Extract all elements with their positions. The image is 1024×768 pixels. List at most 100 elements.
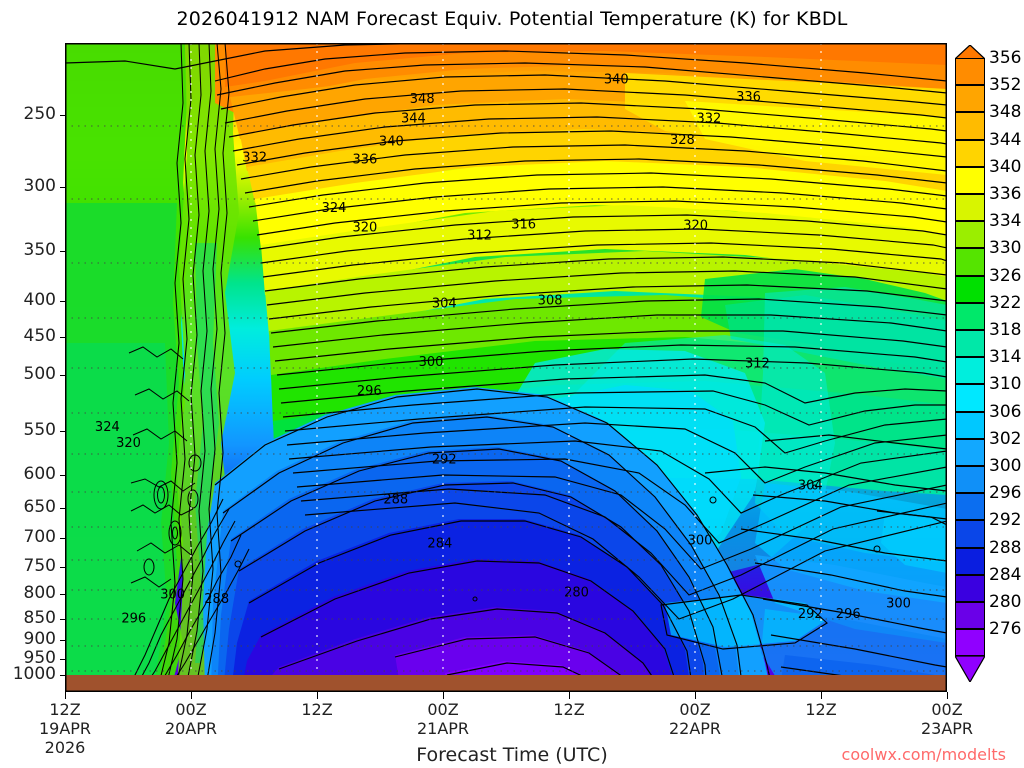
svg-text:312: 312	[467, 228, 492, 243]
x-axis-tick	[191, 692, 192, 699]
colorbar-segment-314	[955, 357, 985, 385]
contour-label-328-8: 328	[670, 133, 695, 148]
colorbar-label-302: 302	[989, 428, 1022, 449]
contour-label-344-1: 344	[401, 112, 426, 127]
colorbar-label-340: 340	[989, 156, 1022, 177]
y-axis-tick	[60, 675, 65, 676]
y-axis-tick	[60, 187, 65, 188]
colorbar-segment-288	[955, 547, 985, 575]
contour-label-332-6: 332	[242, 151, 267, 166]
colorbar-label-288: 288	[989, 537, 1022, 558]
y-axis-tick	[60, 431, 65, 432]
chart-plot-area: 348 344 340 340 336 336 332 332 328 324 320 320 316 3…	[65, 43, 947, 692]
svg-text:324: 324	[95, 420, 120, 435]
y-axis-label-350: 350	[23, 240, 56, 260]
x-label-time: 12Z	[553, 700, 585, 719]
x-label-date: 22APR	[668, 719, 722, 738]
page-title: 2026041912 NAM Forecast Equiv. Potential…	[176, 8, 848, 30]
x-axis-tick	[317, 692, 318, 699]
svg-text:300: 300	[688, 533, 713, 548]
contour-label-340-2: 340	[379, 134, 404, 149]
svg-text:336: 336	[352, 153, 377, 168]
colorbar-segment-280	[955, 602, 985, 630]
y-axis-label-300: 300	[23, 176, 56, 196]
colorbar-segment-344	[955, 139, 985, 167]
colorbar-segment-340	[955, 166, 985, 194]
colorbar-label-310: 310	[989, 374, 1022, 395]
colorbar-segment-276	[955, 629, 985, 657]
contour-label-348-0: 348	[410, 92, 435, 107]
y-axis-tick	[60, 567, 65, 568]
contour-label-336-4: 336	[352, 153, 377, 168]
colorbar-segment-322	[955, 302, 985, 330]
contour-label-324-19: 324	[95, 420, 120, 435]
svg-text:288: 288	[204, 592, 229, 607]
colorbar-label-336: 336	[989, 184, 1022, 204]
y-axis-tick	[60, 538, 65, 539]
contour-label-288-28: 288	[204, 592, 229, 607]
svg-text:328: 328	[670, 133, 695, 148]
colorbar-label-280: 280	[989, 592, 1022, 612]
svg-text:300: 300	[419, 355, 444, 370]
y-axis-label-900: 900	[23, 629, 56, 649]
colorbar-label-348: 348	[989, 102, 1022, 123]
x-label-date: 23APR	[920, 719, 974, 738]
svg-text:320: 320	[352, 221, 377, 236]
colorbar-segment-352	[955, 85, 985, 113]
svg-text:312: 312	[745, 356, 770, 371]
contour-label-300-17: 300	[419, 355, 444, 370]
colorbar-segment-356	[955, 58, 985, 86]
y-axis-label-550: 550	[23, 420, 56, 440]
svg-text:324: 324	[322, 201, 347, 216]
svg-text:292: 292	[798, 607, 823, 622]
colorbar-segment-336	[955, 194, 985, 222]
colorbar-label-296: 296	[989, 483, 1022, 504]
y-axis-label-800: 800	[23, 583, 56, 603]
x-label-time: 12Z	[49, 700, 81, 719]
x-axis-label-5: 00Z 22APR	[635, 700, 755, 738]
contour-label-316-12: 316	[511, 217, 536, 232]
y-axis-tick	[60, 594, 65, 595]
x-axis-label-7: 00Z 23APR	[887, 700, 1007, 738]
contour-label-312-13: 312	[467, 228, 492, 243]
contour-label-296-18: 296	[357, 384, 382, 399]
svg-text:300: 300	[160, 587, 185, 602]
contour-label-308-14: 308	[538, 293, 563, 308]
x-label-date: 19APR	[38, 719, 92, 738]
contour-label-280-26: 280	[564, 585, 589, 600]
colorbar-label-326: 326	[989, 265, 1022, 286]
y-axis-tick	[60, 659, 65, 660]
svg-text:332: 332	[242, 151, 267, 166]
watermark-link[interactable]: coolwx.com/modelts	[841, 745, 1006, 764]
y-axis-label-400: 400	[23, 290, 56, 310]
colorbar-segment-292	[955, 520, 985, 548]
svg-text:296: 296	[121, 611, 146, 626]
contour-label-300-32: 300	[886, 596, 911, 611]
y-axis-label-850: 850	[23, 608, 56, 628]
contour-label-292-30: 292	[798, 607, 823, 622]
colorbar: 356 352 348 344 340 336 334 330 326 322 318 314 310 3…	[953, 44, 1021, 684]
colorbar-segment-296	[955, 493, 985, 521]
contour-label-336-5: 336	[736, 90, 761, 105]
colorbar-label-284: 284	[989, 564, 1022, 585]
y-axis-tick	[60, 375, 65, 376]
x-axis-label-2: 12Z	[257, 700, 377, 719]
colorbar-label-300: 300	[989, 456, 1022, 476]
colorbar-label-356: 356	[989, 48, 1022, 68]
colorbar-segment-306	[955, 411, 985, 439]
svg-text:296: 296	[836, 607, 861, 622]
y-axis-label-500: 500	[23, 364, 56, 384]
svg-text:308: 308	[538, 293, 563, 308]
x-label-time: 12Z	[805, 700, 837, 719]
y-axis-tick	[60, 508, 65, 509]
contour-label-296-29: 296	[121, 611, 146, 626]
contour-label-320-20: 320	[116, 436, 141, 451]
svg-text:316: 316	[511, 217, 536, 232]
colorbar-label-314: 314	[989, 347, 1022, 368]
x-axis-label-6: 12Z	[761, 700, 881, 719]
x-axis-tick	[65, 692, 66, 699]
x-axis-tick	[443, 692, 444, 699]
contour-label-324-9: 324	[322, 201, 347, 216]
